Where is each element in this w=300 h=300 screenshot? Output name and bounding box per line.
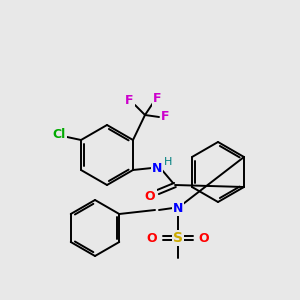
Text: H: H — [164, 157, 172, 167]
Text: Cl: Cl — [52, 128, 66, 142]
Text: S: S — [173, 231, 183, 245]
Text: F: F — [153, 92, 161, 106]
Text: N: N — [152, 161, 162, 175]
Text: O: O — [145, 190, 155, 203]
Text: O: O — [199, 232, 209, 244]
Text: N: N — [173, 202, 183, 214]
Text: F: F — [161, 110, 169, 124]
Text: F: F — [125, 94, 133, 107]
Text: O: O — [147, 232, 157, 244]
